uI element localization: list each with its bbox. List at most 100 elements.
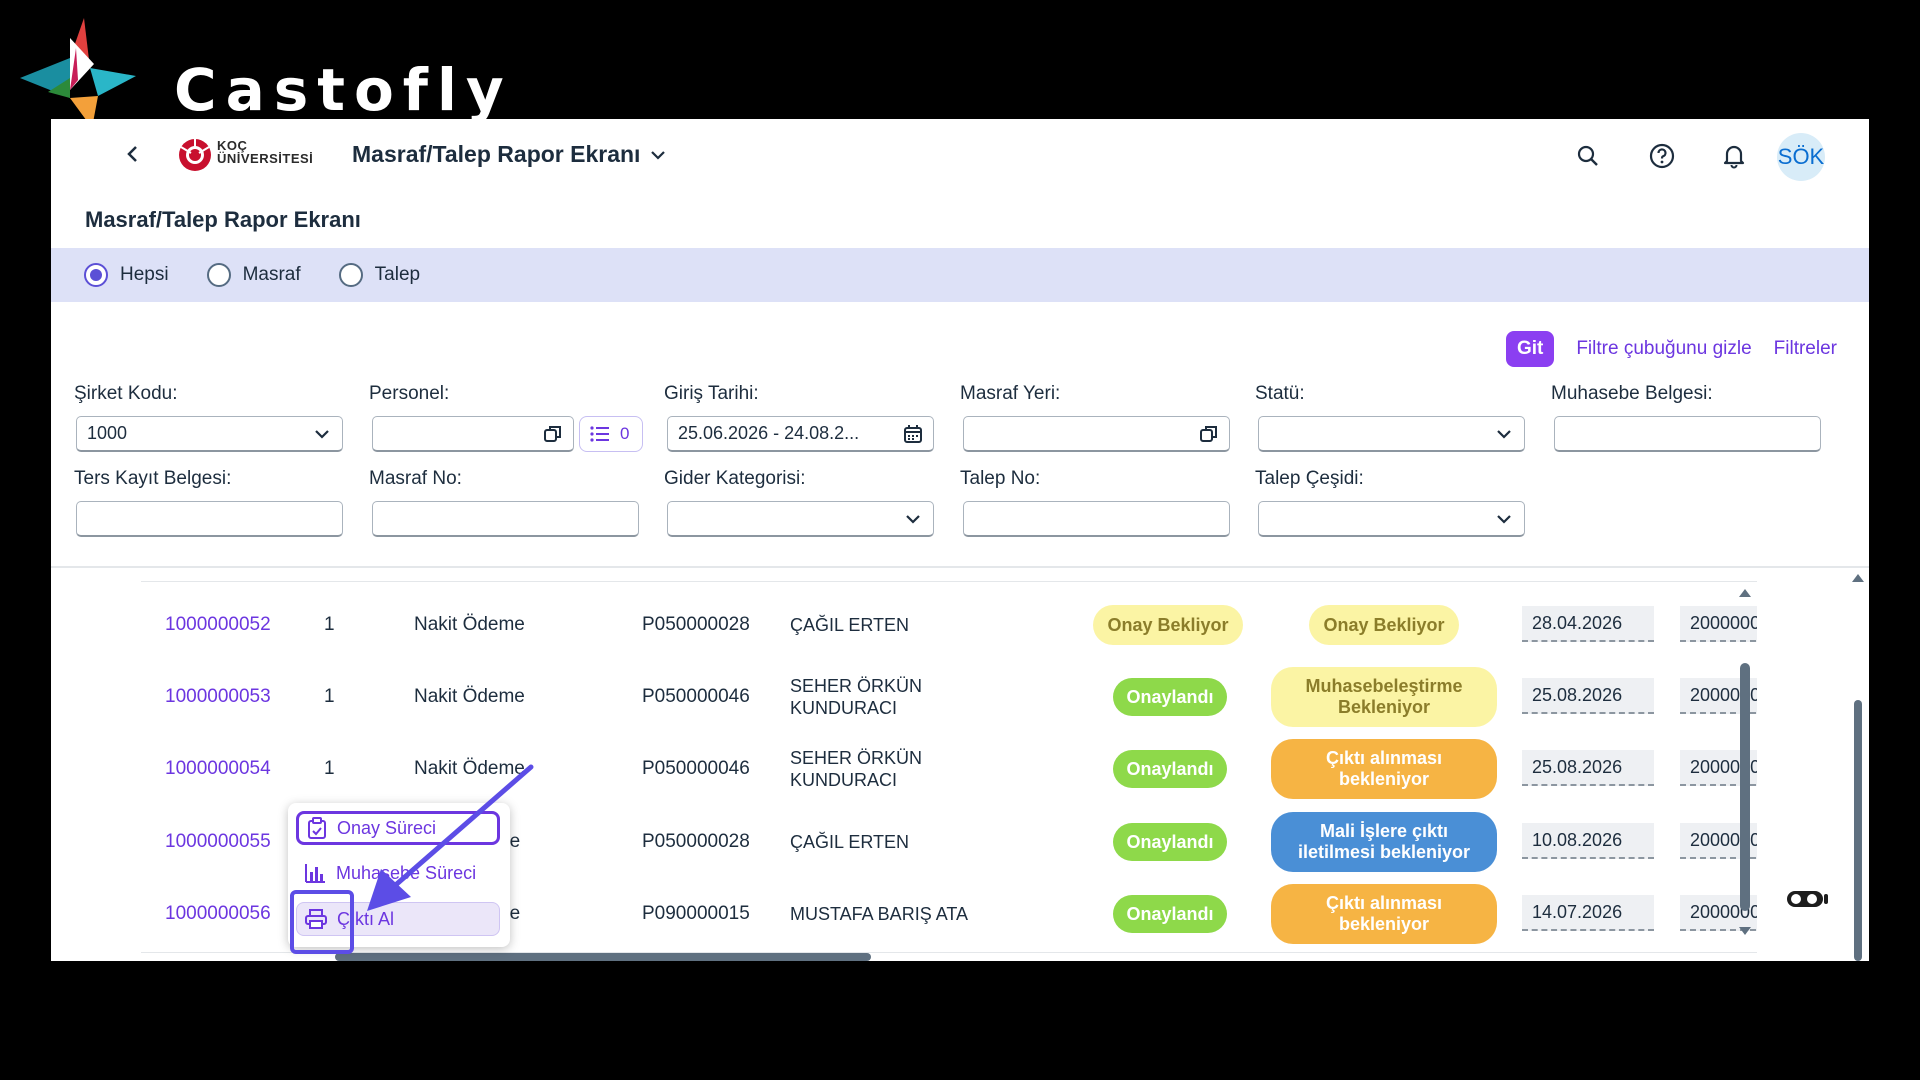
row-date: 25.08.2026 bbox=[1522, 678, 1654, 714]
expense-no-input[interactable] bbox=[372, 501, 639, 537]
table-horizontal-scrollbar[interactable] bbox=[335, 953, 871, 961]
personnel-token-count-button[interactable]: 0 bbox=[579, 416, 643, 452]
tutorial-highlight-box bbox=[290, 890, 354, 954]
request-type-label: Talep Çeşidi: bbox=[1255, 468, 1364, 489]
row-process-status: Çıktı alınması bekleniyor bbox=[1271, 739, 1497, 799]
entry-date-range-input[interactable]: 25.06.2026 - 24.08.2... bbox=[667, 416, 934, 452]
chevron-down-icon bbox=[1494, 424, 1514, 444]
castofly-logo-icon bbox=[20, 18, 136, 128]
radio-masraf[interactable]: Masraf bbox=[206, 263, 301, 287]
row-name-line: ÇAĞIL ERTEN bbox=[790, 615, 910, 635]
row-process-status-line: Mali İşlere çıktı bbox=[1319, 821, 1449, 841]
menu-item-label: Muhasebe Süreci bbox=[336, 862, 477, 883]
hide-filter-bar-button[interactable]: Filtre çubuğunu gizle bbox=[1576, 338, 1752, 359]
row-process-status-line: Çıktı alınması bbox=[1325, 748, 1443, 768]
radio-talep[interactable]: Talep bbox=[338, 263, 421, 287]
row-name-line: SEHER ÖRKÜN bbox=[790, 676, 923, 696]
results-table: 1000000052 1 Nakit Ödeme P050000028 ÇAĞI… bbox=[141, 568, 1757, 961]
row-payment: Nakit Ödeme bbox=[414, 686, 525, 707]
search-icon bbox=[1577, 145, 1598, 166]
bell-icon bbox=[1723, 145, 1745, 169]
row-approval-status: Onaylandı bbox=[1113, 823, 1227, 861]
clipboard-icon bbox=[308, 817, 326, 839]
page-vertical-scrollbar[interactable] bbox=[1854, 700, 1862, 961]
notifications-button[interactable] bbox=[1717, 139, 1751, 173]
request-type-select[interactable] bbox=[1258, 501, 1525, 537]
request-no-input[interactable] bbox=[963, 501, 1230, 537]
row-process-status: Çıktı alınması bekleniyor bbox=[1271, 884, 1497, 944]
page-title: Masraf/Talep Rapor Ekranı bbox=[85, 207, 361, 232]
row-id-link[interactable]: 1000000056 bbox=[165, 903, 271, 924]
row-actions-popover: Onay Süreci Muhasebe Süreci Çıktı Al bbox=[288, 803, 510, 947]
calendar-icon[interactable] bbox=[903, 424, 923, 444]
row-date: 25.08.2026 bbox=[1522, 750, 1654, 786]
cost-center-input[interactable] bbox=[963, 416, 1230, 452]
row-id-link[interactable]: 1000000054 bbox=[165, 758, 271, 779]
logo-line-2: ÜNİVERSİTESİ bbox=[217, 151, 314, 166]
search-button[interactable] bbox=[1571, 139, 1605, 173]
menu-item-approval-process[interactable]: Onay Süreci bbox=[296, 811, 500, 845]
expense-category-select[interactable] bbox=[667, 501, 934, 537]
row-name: MUSTAFA BARIŞ ATA bbox=[790, 878, 968, 950]
reverse-doc-input[interactable] bbox=[76, 501, 343, 537]
filters-button[interactable]: Filtreler bbox=[1773, 338, 1837, 359]
table-vertical-scrollbar[interactable] bbox=[1740, 663, 1750, 911]
row-process-status: Muhasebeleştirme Bekleniyor bbox=[1271, 667, 1497, 727]
value-help-icon[interactable] bbox=[543, 424, 563, 444]
help-icon bbox=[1649, 143, 1675, 169]
status-label: Statü: bbox=[1255, 383, 1305, 404]
page-scroll-up-icon[interactable] bbox=[1852, 574, 1864, 582]
tutorial-arrow-icon bbox=[367, 764, 534, 911]
row-pernr: P090000015 bbox=[642, 903, 750, 924]
koc-logo bbox=[177, 137, 327, 173]
status-select[interactable] bbox=[1258, 416, 1525, 452]
row-payment: Nakit Ödeme bbox=[414, 614, 525, 635]
table-footer-line bbox=[141, 952, 1757, 953]
company-code-select[interactable]: 1000 bbox=[76, 416, 343, 452]
scroll-up-icon[interactable] bbox=[1739, 589, 1751, 597]
row-approval-status: Onay Bekliyor bbox=[1093, 605, 1243, 645]
toggle-icon[interactable] bbox=[1786, 888, 1830, 910]
table-row[interactable]: 1000000055 ne P050000028 ÇAĞIL ERTEN Ona… bbox=[141, 806, 1757, 878]
row-name: SEHER ÖRKÜN KUNDURACI bbox=[790, 733, 922, 805]
row-process-status-line: bekleniyor bbox=[1338, 769, 1430, 789]
go-button[interactable]: Git bbox=[1505, 331, 1555, 367]
scroll-down-icon[interactable] bbox=[1739, 927, 1751, 935]
row-doc: 200000013 bbox=[1680, 606, 1757, 642]
radio-label: Talep bbox=[374, 264, 421, 285]
row-approval-status: Onaylandı bbox=[1113, 678, 1227, 716]
reverse-doc-label: Ters Kayıt Belgesi: bbox=[74, 468, 232, 489]
entry-date-value: 25.06.2026 - 24.08.2... bbox=[678, 423, 860, 443]
value-help-icon[interactable] bbox=[1199, 424, 1219, 444]
app-title-menu[interactable]: Masraf/Talep Rapor Ekranı bbox=[352, 141, 666, 168]
chevron-down-icon bbox=[1494, 509, 1514, 529]
expense-no-label: Masraf No: bbox=[369, 468, 462, 489]
row-process-status-line: Onay Bekliyor bbox=[1323, 614, 1445, 635]
table-row[interactable]: 1000000053 1 Nakit Ödeme P050000046 SEHE… bbox=[141, 661, 1757, 733]
radio-hepsi[interactable]: Hepsi bbox=[84, 263, 169, 287]
row-name: SEHER ÖRKÜN KUNDURACI bbox=[790, 661, 922, 733]
table-row[interactable]: 1000000052 1 Nakit Ödeme P050000028 ÇAĞI… bbox=[141, 589, 1757, 661]
row-pernr: P050000028 bbox=[642, 614, 750, 635]
row-name-line: ÇAĞIL ERTEN bbox=[790, 832, 910, 852]
accounting-doc-input[interactable] bbox=[1554, 416, 1821, 452]
table-row[interactable]: 1000000056 ne P090000015 MUSTAFA BARIŞ A… bbox=[141, 878, 1757, 950]
row-id-link[interactable]: 1000000055 bbox=[165, 831, 271, 852]
list-icon bbox=[590, 426, 609, 442]
row-name-line: KUNDURACI bbox=[790, 698, 898, 718]
company-code-value: 1000 bbox=[87, 423, 128, 443]
radio-label: Masraf bbox=[242, 264, 301, 285]
menu-item-print[interactable]: Çıktı Al bbox=[296, 902, 500, 936]
type-radio-group: Hepsi Masraf Talep bbox=[51, 248, 1869, 302]
back-button[interactable] bbox=[117, 139, 147, 169]
table-row[interactable]: 1000000054 1 Nakit Ödeme P050000046 SEHE… bbox=[141, 733, 1757, 805]
menu-item-accounting-process[interactable]: Muhasebe Süreci bbox=[296, 856, 500, 890]
row-date: 28.04.2026 bbox=[1522, 606, 1654, 642]
radio-selected-icon bbox=[84, 263, 108, 287]
user-avatar[interactable]: SÖK bbox=[1777, 133, 1825, 181]
row-item: 1 bbox=[324, 758, 335, 779]
row-id-link[interactable]: 1000000053 bbox=[165, 686, 271, 707]
personnel-input[interactable] bbox=[372, 416, 574, 452]
help-button[interactable] bbox=[1645, 139, 1679, 173]
row-id-link[interactable]: 1000000052 bbox=[165, 614, 271, 635]
